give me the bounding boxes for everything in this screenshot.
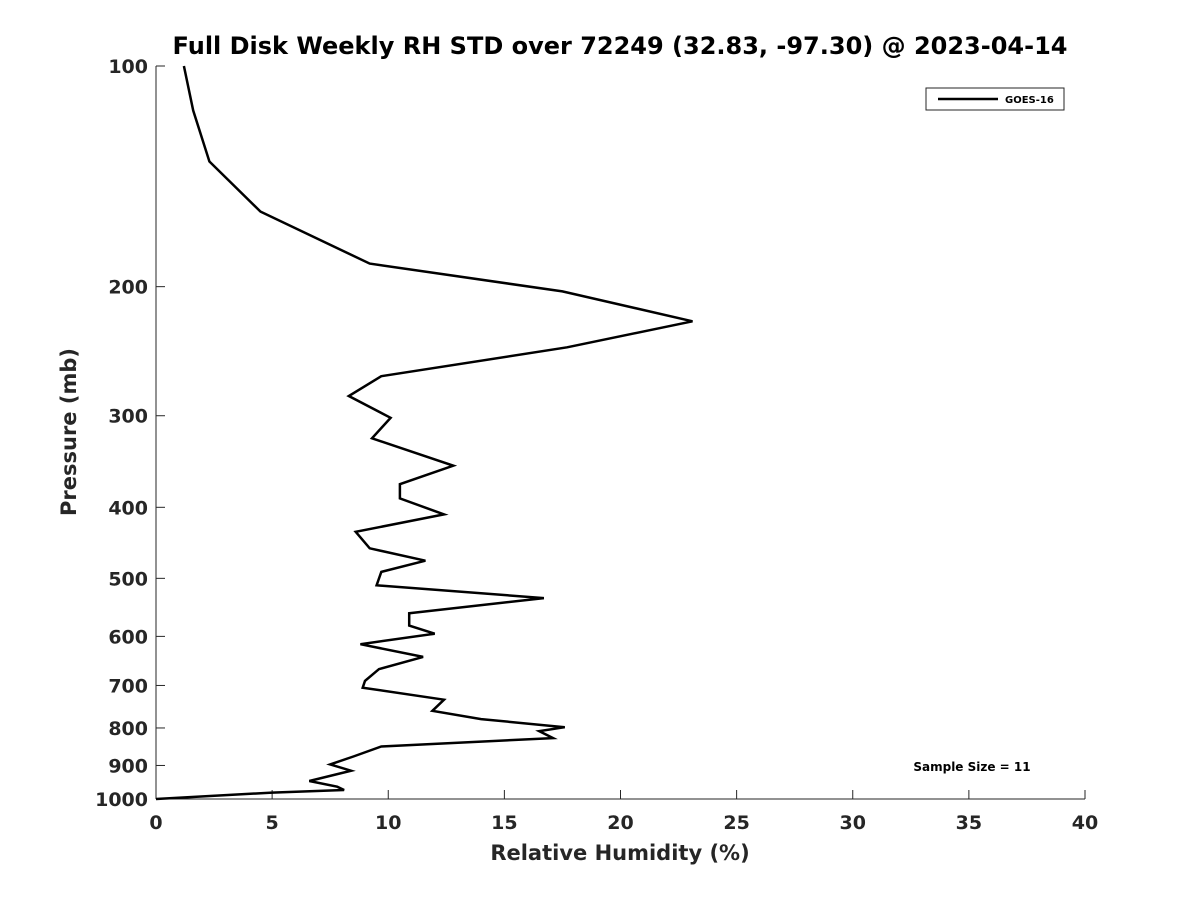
y-tick-label: 800 [108, 718, 148, 740]
legend: GOES-16 [925, 87, 1065, 111]
x-tick-label: 20 [607, 812, 633, 834]
x-tick-label: 10 [375, 812, 401, 834]
y-tick-label: 500 [108, 568, 148, 590]
x-axis-label: Relative Humidity (%) [490, 841, 749, 865]
x-tick-label: 15 [491, 812, 517, 834]
y-tick-label: 100 [108, 56, 148, 78]
series-line-goes-16 [155, 65, 693, 801]
x-tick-label: 35 [956, 812, 982, 834]
x-tick-label: 25 [723, 812, 749, 834]
sample-size-annotation: Sample Size = 11 [913, 760, 1030, 774]
y-tick-label: 400 [108, 497, 148, 519]
y-ticks: 100 200 300 400 500 600 700 800 900 1000 [95, 56, 165, 811]
x-tick-label: 5 [266, 812, 279, 834]
y-tick-label: 200 [108, 277, 148, 299]
y-tick-label: 600 [108, 626, 148, 648]
x-tick-label: 40 [1072, 812, 1098, 834]
y-axis-label: Pressure (mb) [57, 348, 81, 516]
x-tick-label: 0 [149, 812, 162, 834]
x-ticks: 0 5 10 15 20 25 30 35 40 [149, 790, 1098, 834]
legend-label-goes-16: GOES-16 [1005, 95, 1054, 106]
y-tick-label: 1000 [95, 789, 148, 811]
y-tick-label: 300 [108, 406, 148, 428]
chart-title: Full Disk Weekly RH STD over 72249 (32.8… [173, 32, 1068, 60]
series-layer [155, 65, 693, 801]
y-tick-label: 700 [108, 675, 148, 697]
x-tick-label: 30 [840, 812, 866, 834]
y-tick-label: 900 [108, 755, 148, 777]
